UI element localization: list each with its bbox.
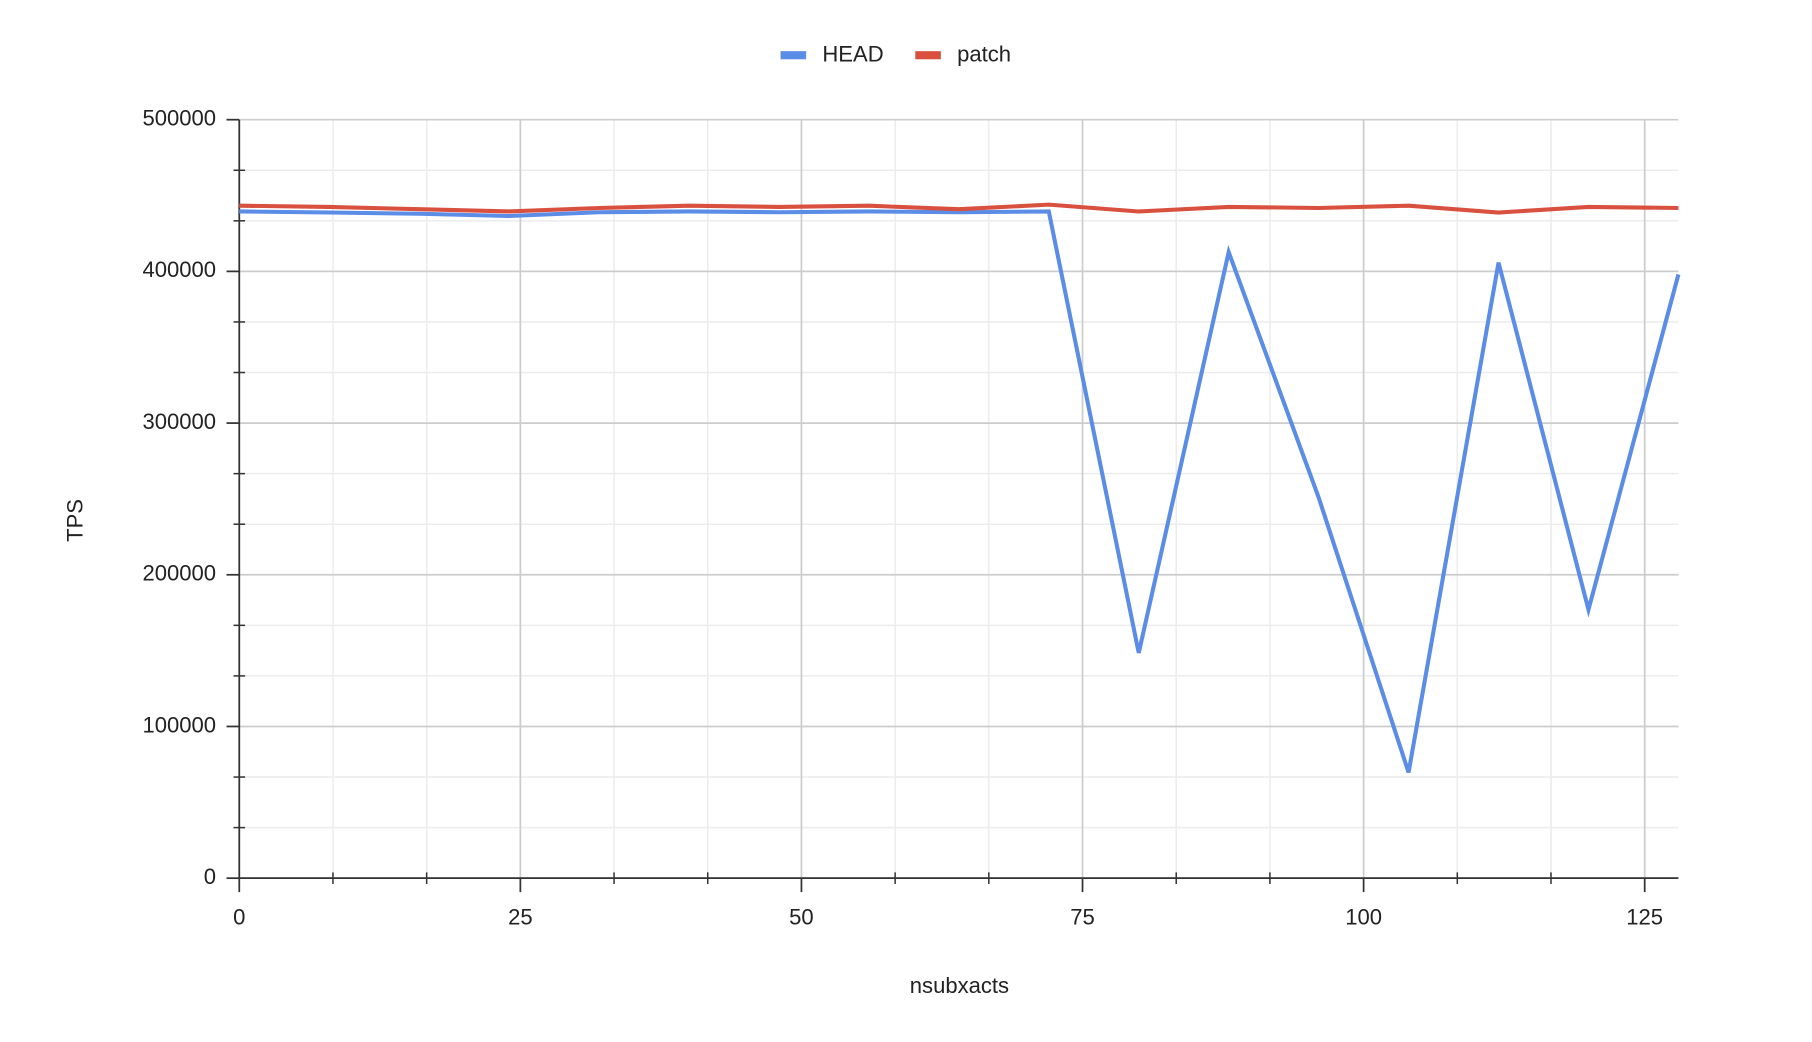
y-tick-label: 400000: [142, 257, 216, 282]
x-tick-label: 0: [233, 905, 245, 930]
x-tick-label: 50: [789, 905, 814, 930]
x-tick-label: 75: [1070, 905, 1095, 930]
legend: HEAD patch: [780, 42, 1011, 67]
series-line: [239, 209, 1681, 774]
legend-swatch: [915, 51, 941, 60]
x-tick-label: 25: [508, 905, 533, 930]
y-tick-label: 300000: [142, 409, 216, 434]
x-axis-title: nsubxacts: [910, 973, 1009, 998]
x-tick-label: 100: [1345, 905, 1382, 930]
legend-swatch: [780, 51, 807, 60]
legend-label: HEAD: [822, 42, 883, 67]
y-tick-label: 0: [204, 864, 216, 889]
x-tick-label: 125: [1626, 905, 1663, 930]
series-line: [239, 202, 1679, 215]
grid: [238, 118, 1679, 880]
y-tick-label: 500000: [142, 106, 216, 131]
y-tick-label: 100000: [142, 712, 216, 737]
y-tick-label: 200000: [142, 561, 216, 586]
y-axis-title: TPS: [62, 499, 87, 542]
lines: [239, 202, 1681, 774]
axes: 0 100000 200000 300000 400000 500000 0 25 50 75 10…: [142, 106, 1679, 930]
legend-label: patch: [957, 42, 1011, 67]
